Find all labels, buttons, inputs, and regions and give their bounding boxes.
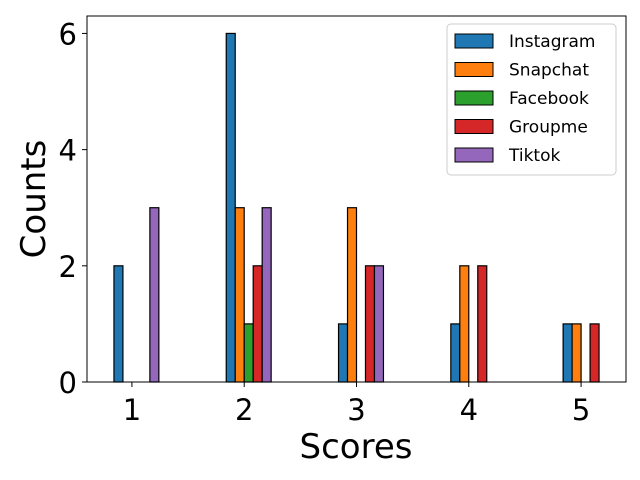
bar-instagram-1: [114, 266, 123, 382]
legend-label-tiktok: Tiktok: [508, 146, 560, 166]
bar-tiktok-1: [150, 208, 159, 382]
bar-groupme-4: [478, 266, 487, 382]
bar-groupme-3: [365, 266, 374, 382]
y-tick-label: 4: [59, 134, 77, 168]
legend: Instagram Snapchat Facebook Groupme Tiktok: [447, 24, 616, 175]
legend-label-snapchat: Snapchat: [509, 61, 589, 81]
bar-instagram-4: [451, 324, 460, 382]
x-tick-label: 3: [347, 393, 365, 427]
bar-tiktok-3: [374, 266, 383, 382]
x-axis-label: Scores: [300, 427, 413, 467]
x-tick-label: 5: [572, 393, 590, 427]
y-axis-label: Counts: [14, 140, 54, 259]
y-tick-label: 6: [59, 17, 77, 51]
bar-groupme-5: [590, 324, 599, 382]
x-tick-label: 4: [460, 393, 478, 427]
legend-swatch-snapchat: [455, 63, 493, 77]
bar-snapchat-2: [235, 208, 244, 382]
legend-swatch-facebook: [455, 91, 493, 105]
bar-tiktok-2: [262, 208, 271, 382]
y-tick-label: 0: [59, 366, 77, 400]
x-tick-label: 1: [123, 393, 141, 427]
legend-swatch-tiktok: [455, 148, 493, 162]
legend-swatch-groupme: [455, 120, 493, 134]
legend-label-groupme: Groupme: [509, 118, 588, 138]
legend-label-instagram: Instagram: [509, 32, 596, 52]
bar-snapchat-4: [460, 266, 469, 382]
bar-instagram-3: [339, 324, 348, 382]
x-tick-label: 2: [235, 393, 253, 427]
bar-snapchat-5: [572, 324, 581, 382]
legend-swatch-instagram: [455, 34, 493, 48]
bar-snapchat-3: [348, 208, 357, 382]
legend-label-facebook: Facebook: [509, 89, 589, 109]
y-tick-label: 2: [59, 250, 77, 284]
bar-instagram-2: [226, 33, 235, 382]
bar-facebook-2: [244, 324, 253, 382]
bar-groupme-2: [253, 266, 262, 382]
bar-instagram-5: [563, 324, 572, 382]
